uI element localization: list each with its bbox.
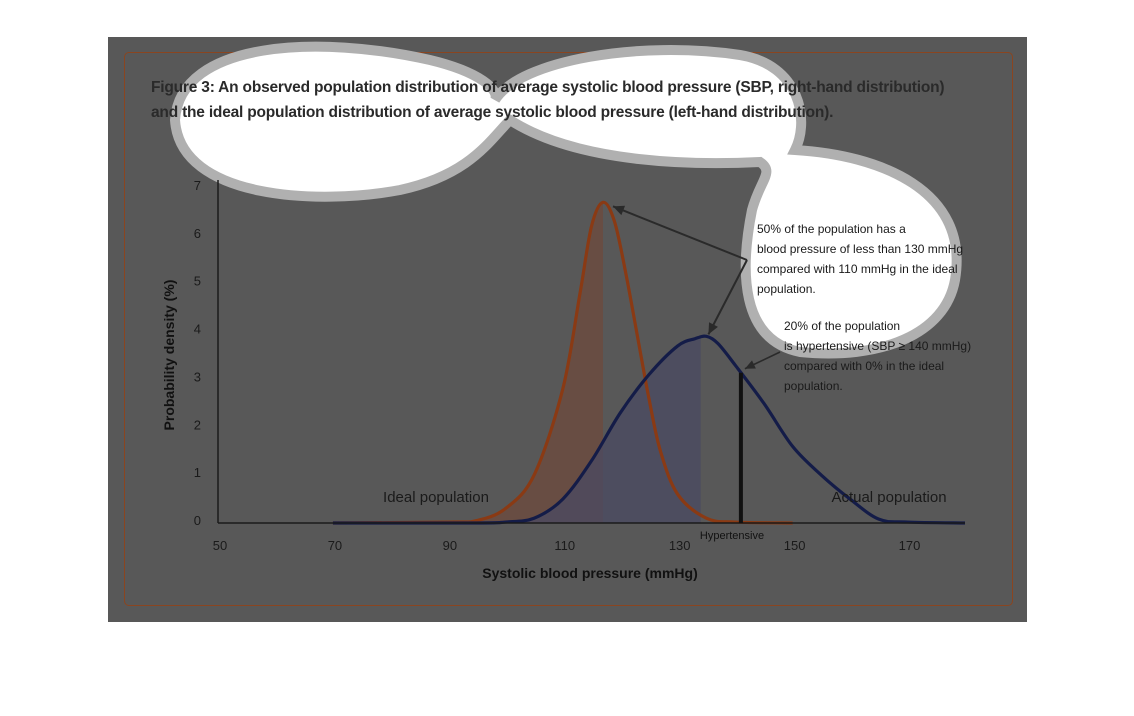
ideal-peak-arrow-head bbox=[612, 205, 626, 216]
y-tick-label: 1 bbox=[194, 465, 201, 480]
actual-shaded-area bbox=[332, 337, 701, 524]
x-axis-title: Systolic blood pressure (mmHg) bbox=[482, 565, 697, 581]
actual-population-label: Actual population bbox=[831, 489, 946, 506]
annotation-line: 50% of the population has a bbox=[757, 222, 906, 236]
actual-peak-arrow-head bbox=[708, 322, 718, 335]
y-tick-label: 3 bbox=[194, 369, 201, 384]
annotation-line: compared with 110 mmHg in the ideal bbox=[757, 262, 958, 276]
y-tick-label: 7 bbox=[194, 178, 201, 193]
ideal-peak-arrow bbox=[612, 205, 748, 261]
y-tick-label: 5 bbox=[194, 274, 201, 289]
ideal-density-curve bbox=[332, 200, 793, 525]
figure-title-line: Figure 3: An observed population distrib… bbox=[151, 79, 945, 96]
annotation-line: population. bbox=[784, 379, 843, 393]
y-tick-label: 6 bbox=[194, 226, 201, 241]
callout-bubble bbox=[169, 41, 962, 359]
figure-title: Figure 3: An observed population distrib… bbox=[151, 75, 971, 125]
x-tick-label: 130 bbox=[669, 538, 691, 553]
ideal-shaded-area bbox=[332, 200, 604, 523]
annotation-median: 50% of the population has a blood pressu… bbox=[757, 222, 963, 296]
y-tick-label: 0 bbox=[194, 513, 201, 528]
figure-frame bbox=[124, 52, 1013, 606]
annotation-hypertensive: 20% of the population is hypertensive (S… bbox=[784, 319, 971, 393]
x-tick-label: 110 bbox=[554, 538, 575, 553]
x-tick-label: 90 bbox=[443, 538, 457, 553]
ideal-population-label: Ideal population bbox=[383, 489, 489, 506]
annotation-line: is hypertensive (SBP ≥ 140 mmHg) bbox=[784, 339, 971, 353]
annotation-line: compared with 0% in the ideal bbox=[784, 359, 944, 373]
annotation-line: blood pressure of less than 130 mmHg bbox=[757, 242, 963, 256]
x-tick-label: 70 bbox=[328, 538, 342, 553]
annotation-line: population. bbox=[757, 282, 816, 296]
y-tick-label: 4 bbox=[194, 322, 201, 337]
x-tick-label: 170 bbox=[899, 538, 921, 553]
figure-title-line: and the ideal population distribution of… bbox=[151, 104, 834, 121]
annotation-line: 20% of the population bbox=[784, 319, 900, 333]
y-axis-title: Probability density (%) bbox=[161, 280, 177, 431]
hypertensive-label: Hypertensive bbox=[700, 530, 764, 542]
actual-peak-arrow bbox=[707, 259, 748, 335]
x-tick-label: 50 bbox=[213, 538, 227, 553]
x-tick-label: 150 bbox=[784, 538, 806, 553]
hypertensive-arrow-head bbox=[744, 360, 756, 369]
y-tick-label: 2 bbox=[194, 417, 201, 432]
actual-density-curve bbox=[332, 334, 966, 525]
